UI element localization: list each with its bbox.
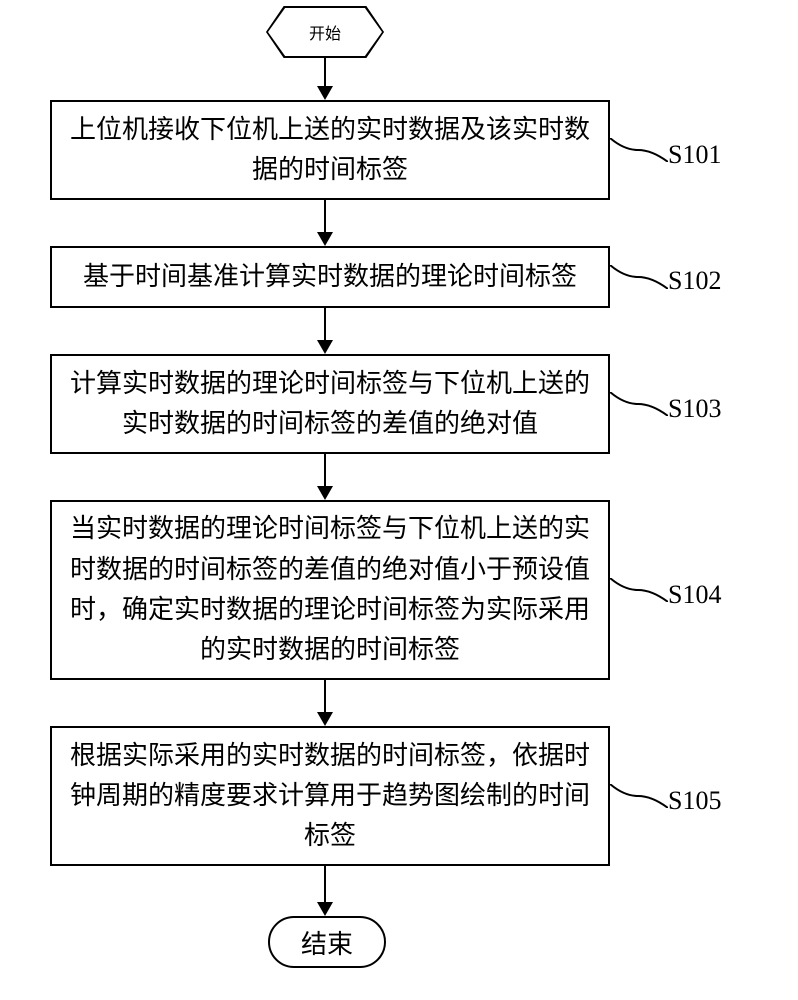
step-label-s102: S102 <box>668 266 721 296</box>
label-curve-s104 <box>610 578 668 602</box>
process-s103-text: 计算实时数据的理论时间标签与下位机上送的实时数据的时间标签的差值的绝对值 <box>70 364 590 445</box>
connector-s104-s105 <box>324 680 326 714</box>
arrowhead-s104 <box>317 486 333 500</box>
connector-s105-end <box>324 866 326 904</box>
process-s104: 当实时数据的理论时间标签与下位机上送的实时数据的时间标签的差值的绝对值小于预设值… <box>50 500 610 680</box>
process-s103: 计算实时数据的理论时间标签与下位机上送的实时数据的时间标签的差值的绝对值 <box>50 354 610 454</box>
arrowhead-s103 <box>317 340 333 354</box>
step-label-s101: S101 <box>668 140 721 170</box>
connector-start-s101 <box>324 58 326 88</box>
process-s105: 根据实际采用的实时数据的时间标签，依据时钟周期的精度要求计算用于趋势图绘制的时间… <box>50 726 610 866</box>
connector-s103-s104 <box>324 454 326 488</box>
arrowhead-s102 <box>317 232 333 246</box>
process-s104-text: 当实时数据的理论时间标签与下位机上送的实时数据的时间标签的差值的绝对值小于预设值… <box>70 509 590 670</box>
end-terminator: 结束 <box>268 916 386 968</box>
arrowhead-end <box>317 902 333 916</box>
process-s102: 基于时间基准计算实时数据的理论时间标签 <box>50 246 610 308</box>
connector-s101-s102 <box>324 200 326 234</box>
process-s101: 上位机接收下位机上送的实时数据及该实时数据的时间标签 <box>50 100 610 200</box>
process-s102-text: 基于时间基准计算实时数据的理论时间标签 <box>70 257 590 297</box>
label-curve-s103 <box>610 392 668 416</box>
label-curve-s101 <box>610 138 668 162</box>
connector-s102-s103 <box>324 308 326 342</box>
start-terminator: 开始 <box>266 6 384 58</box>
start-label: 开始 <box>309 20 341 44</box>
process-s101-text: 上位机接收下位机上送的实时数据及该实时数据的时间标签 <box>70 110 590 191</box>
step-label-s103: S103 <box>668 394 721 424</box>
step-label-s104: S104 <box>668 580 721 610</box>
step-label-s105: S105 <box>668 786 721 816</box>
label-curve-s105 <box>610 784 668 808</box>
arrowhead-s105 <box>317 712 333 726</box>
flowchart-canvas: 开始 上位机接收下位机上送的实时数据及该实时数据的时间标签 S101 基于时间基… <box>0 0 798 1000</box>
label-curve-s102 <box>610 265 668 289</box>
end-label: 结束 <box>301 924 353 961</box>
process-s105-text: 根据实际采用的实时数据的时间标签，依据时钟周期的精度要求计算用于趋势图绘制的时间… <box>70 736 590 857</box>
arrowhead-s101 <box>317 86 333 100</box>
